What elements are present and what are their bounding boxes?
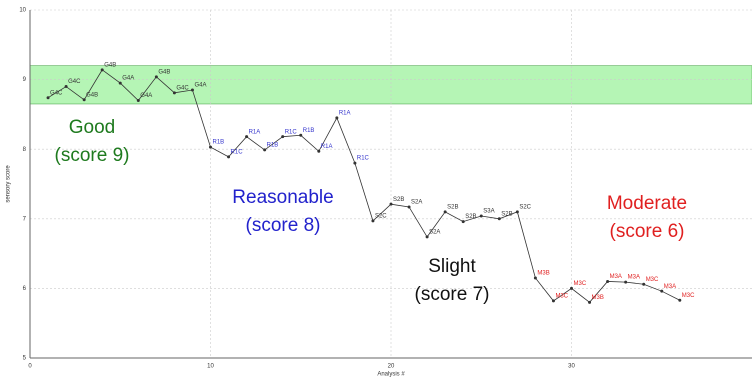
x-tick-label: 30 [568, 364, 575, 370]
point-label: R1B [213, 140, 225, 146]
point-label: R1C [231, 149, 244, 155]
y-tick-label: 10 [19, 8, 26, 14]
point [335, 116, 339, 120]
annotation: Slight [428, 256, 476, 277]
point [190, 88, 194, 92]
point-label: S2B [447, 204, 458, 210]
point-label: G4A [194, 83, 206, 89]
point-label: S2B [465, 214, 476, 220]
annotation: (score 8) [246, 215, 321, 236]
point-label: M3A [628, 275, 640, 281]
annotation: (score 6) [610, 221, 685, 242]
point [136, 98, 140, 102]
y-tick-label: 8 [23, 147, 27, 153]
series-line [47, 69, 680, 303]
annotation: Good [69, 117, 115, 138]
point [82, 98, 86, 102]
annotation: Moderate [607, 193, 687, 214]
point-label: M3C [682, 293, 695, 299]
y-axis-label: sensory score [6, 165, 12, 203]
point [263, 148, 267, 152]
point-label: M3A [664, 284, 676, 290]
point [317, 149, 321, 153]
point [660, 289, 664, 293]
point-label: R1B [267, 142, 279, 148]
point-label: S2A [429, 229, 440, 235]
point [227, 155, 231, 159]
point [479, 214, 483, 218]
point [606, 279, 610, 283]
point-label: S2A [411, 200, 422, 206]
x-tick-label: 10 [207, 364, 214, 370]
point [678, 298, 682, 302]
point-label: S2B [393, 197, 404, 203]
point [497, 217, 501, 221]
point-label: M3C [646, 277, 659, 283]
x-tick-label: 20 [388, 364, 395, 370]
x-tick-label: 0 [28, 364, 32, 370]
point-label: S3A [483, 209, 494, 215]
point [353, 161, 357, 165]
point-label: M3C [574, 281, 587, 287]
point-label: R1A [321, 144, 333, 150]
y-tick-label: 7 [23, 216, 27, 222]
point-label: M3B [537, 271, 549, 277]
point [533, 276, 537, 280]
annotation: Reasonable [232, 187, 333, 208]
point [172, 91, 176, 95]
point-label: M3C [555, 294, 568, 300]
point [570, 286, 573, 290]
y-tick-label: 9 [23, 77, 27, 83]
point [245, 135, 249, 139]
point [371, 219, 375, 223]
point-label: R1C [285, 129, 298, 135]
point-label: G4A [140, 93, 152, 99]
point [64, 85, 68, 89]
y-tick-label: 6 [23, 286, 27, 292]
x-axis-label: Analysis # [377, 372, 405, 378]
point-label: R1B [303, 128, 315, 134]
point [209, 145, 212, 149]
point [551, 299, 555, 303]
point [281, 135, 285, 139]
point [100, 68, 104, 72]
point-label: R1C [357, 156, 370, 162]
y-tick-label: 5 [23, 356, 27, 362]
point-label: G4B [86, 92, 98, 98]
point [624, 280, 628, 284]
annotation: (score 9) [55, 145, 130, 166]
point-label: R1A [339, 110, 351, 116]
point-label: G4C [176, 85, 189, 91]
point-label: S2C [375, 213, 387, 219]
point [642, 282, 646, 286]
point [425, 235, 429, 239]
point [461, 220, 465, 224]
annotation: (score 7) [415, 284, 490, 305]
point [588, 300, 592, 304]
point-label: S2C [519, 204, 531, 210]
point-label: M3A [610, 274, 622, 280]
point [118, 81, 122, 85]
point-label: G4B [104, 62, 116, 68]
point-label: R1A [249, 129, 261, 135]
point [443, 210, 447, 214]
point-label: S2B [501, 211, 512, 217]
point-label: M3B [592, 295, 604, 301]
point [407, 205, 411, 209]
point [389, 202, 393, 206]
point [299, 133, 303, 137]
point-label: G4A [122, 76, 134, 82]
point-label: G4C [50, 90, 63, 96]
point-label: G4B [158, 69, 170, 75]
point [154, 75, 158, 79]
point-label: G4C [68, 79, 81, 85]
point [515, 210, 519, 214]
point [46, 96, 50, 100]
